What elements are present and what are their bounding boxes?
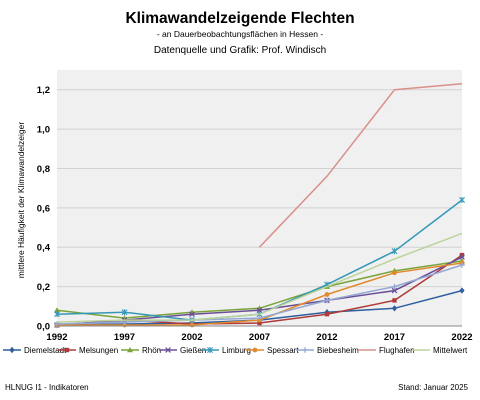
data-point (165, 347, 171, 353)
data-point (257, 320, 262, 326)
chart-title: Klimawandelzeigende Flechten (125, 10, 355, 27)
legend-item: Rhön (121, 346, 161, 355)
data-point (256, 315, 263, 321)
x-tick-label: 1997 (114, 332, 135, 343)
y-axis-label: mittlere Häufigkeit der Klimawandelzeige… (16, 122, 26, 279)
y-tick-label: 0,6 (37, 203, 50, 214)
data-point (207, 347, 213, 353)
series-mittelwert (56, 232, 463, 323)
legend-label: Gießen (180, 346, 206, 355)
data-point (302, 347, 308, 353)
x-tick-label: 2022 (451, 332, 472, 343)
data-point (252, 347, 258, 353)
data-point (391, 283, 398, 290)
data-point (127, 347, 133, 353)
legend-item: Spessart (246, 346, 299, 355)
chart-subtitle: - an Dauerbeobachtungsflächen in Hessen … (156, 29, 324, 39)
legend-item: Diemelstadt (3, 346, 67, 355)
data-point (459, 287, 465, 294)
series-flughafen (258, 83, 463, 248)
data-point (121, 309, 128, 316)
x-tick-label: 2007 (249, 332, 270, 343)
x-tick-label: 1992 (46, 332, 67, 343)
series-line (258, 83, 463, 248)
legend-item: Biebesheim (296, 346, 359, 355)
footer-left: HLNUG I1 - Indikatoren (5, 383, 89, 392)
data-point (459, 254, 465, 260)
legend-label: Spessart (267, 346, 299, 355)
chart-source: Datenquelle und Grafik: Prof. Windisch (153, 45, 327, 56)
legend-label: Rhön (142, 346, 161, 355)
data-point (54, 311, 60, 318)
data-point (392, 298, 397, 303)
data-point (391, 248, 398, 255)
footer-right: Stand: Januar 2025 (398, 383, 468, 392)
data-point (54, 307, 60, 313)
data-point (459, 262, 465, 268)
legend-item: Flughafen (358, 346, 415, 355)
legend-item: Limburg (201, 346, 251, 355)
legend-label: Mittelwert (433, 346, 468, 355)
legend-label: Limburg (222, 346, 251, 355)
y-tick-label: 0,8 (37, 164, 50, 175)
legend-label: Melsungen (79, 346, 118, 355)
data-point (64, 347, 70, 353)
y-tick-label: 1,0 (37, 125, 50, 136)
y-tick-label: 1,2 (37, 85, 50, 96)
legend-label: Diemelstadt (24, 346, 67, 355)
data-point (189, 311, 195, 318)
series-biebesheim (54, 262, 465, 327)
data-point (459, 196, 465, 203)
y-tick-label: 0,0 (37, 322, 50, 333)
legend-item: Mittelwert (412, 346, 468, 355)
y-tick-label: 0,4 (37, 243, 51, 254)
data-point (189, 322, 195, 328)
legend-label: Biebesheim (317, 346, 359, 355)
legend-label: Flughafen (379, 346, 415, 355)
legend-item: Melsungen (58, 346, 118, 355)
x-tick-label: 2002 (181, 332, 202, 343)
data-point (391, 305, 398, 312)
x-tick-label: 2017 (384, 332, 405, 343)
y-tick-label: 0,2 (37, 282, 50, 293)
data-point (459, 252, 465, 258)
legend-item: Gießen (159, 346, 206, 355)
data-point (324, 292, 330, 297)
data-point (9, 346, 15, 354)
x-tick-label: 2012 (316, 332, 337, 343)
data-point (392, 270, 397, 276)
data-point (324, 297, 330, 304)
data-point (391, 287, 398, 294)
series-line (56, 232, 463, 323)
plot-background (57, 70, 462, 326)
data-point (324, 311, 330, 317)
